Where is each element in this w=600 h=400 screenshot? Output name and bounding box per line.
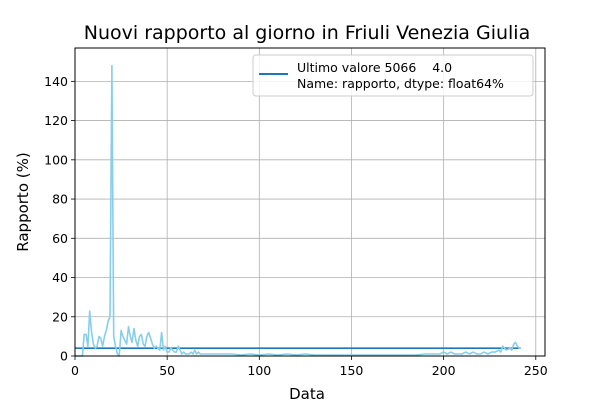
- y-axis-ticks: 0 20 40 60 80 100 120 140: [44, 74, 75, 364]
- legend: Ultimo valore 5066 4.0 Name: rapporto, d…: [252, 54, 534, 97]
- y-tick-label: 80: [52, 192, 68, 207]
- x-axis-ticks: 0 50 100 150 200 250: [71, 356, 548, 378]
- legend-line-2: Name: rapporto, dtype: float64%: [297, 76, 504, 91]
- x-tick-label: 100: [247, 363, 271, 378]
- y-axis-label: Rapporto (%): [14, 152, 32, 251]
- series-group: [75, 64, 521, 357]
- x-axis-label: Data: [289, 385, 325, 400]
- y-tick-label: 60: [52, 231, 68, 246]
- y-tick-label: 100: [44, 152, 68, 167]
- y-tick-label: 140: [44, 74, 68, 89]
- y-tick-label: 0: [60, 349, 68, 364]
- chart-title: Nuovi rapporto al giorno in Friuli Venez…: [84, 22, 530, 44]
- legend-line-1: Ultimo valore 5066 4.0: [297, 60, 452, 75]
- x-tick-label: 0: [71, 363, 79, 378]
- series-line: [75, 64, 521, 357]
- x-tick-label: 150: [340, 363, 364, 378]
- legend-box: [252, 54, 534, 97]
- x-tick-label: 50: [159, 363, 175, 378]
- x-tick-label: 200: [432, 363, 456, 378]
- y-tick-label: 40: [52, 270, 68, 285]
- y-tick-label: 20: [52, 309, 68, 324]
- x-tick-label: 250: [524, 363, 548, 378]
- plot-frame: [74, 47, 546, 357]
- y-tick-label: 120: [44, 113, 68, 128]
